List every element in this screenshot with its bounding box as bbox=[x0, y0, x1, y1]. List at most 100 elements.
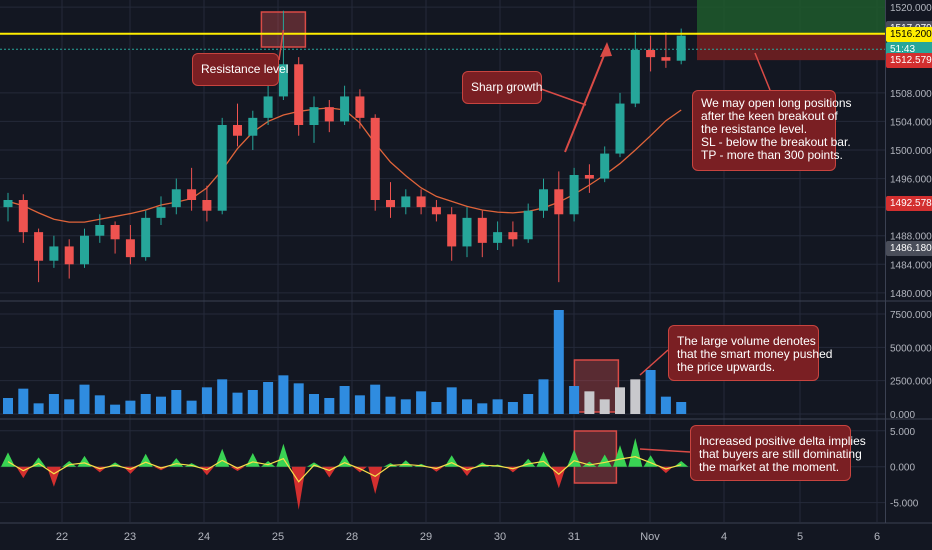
delta-bar bbox=[276, 443, 291, 467]
callout-line: TP - more than 300 points. bbox=[701, 148, 843, 162]
volume-bar bbox=[660, 396, 671, 414]
callout-long-positions: We may open long positions after the kee… bbox=[692, 90, 852, 171]
callout-line: Increased positive delta implies bbox=[699, 434, 866, 448]
y-tick-label: 1484.000 bbox=[890, 260, 932, 271]
candle-body bbox=[447, 214, 457, 247]
y-tick-label: 1500.000 bbox=[890, 146, 932, 157]
volume-bar bbox=[18, 388, 29, 414]
resistance-connector bbox=[278, 29, 285, 61]
volume-bar bbox=[232, 392, 243, 414]
x-tick-label: 5 bbox=[797, 531, 803, 543]
candle-body bbox=[171, 189, 181, 208]
x-tick-label: 22 bbox=[56, 531, 68, 543]
callout-line: Sharp growth bbox=[471, 80, 543, 94]
candle-body bbox=[646, 50, 656, 58]
y-tick-label: 5.000 bbox=[890, 427, 915, 438]
candle-body bbox=[156, 207, 166, 218]
long-position-zone bbox=[697, 0, 885, 61]
volume-bar bbox=[278, 375, 289, 414]
volume-bar bbox=[324, 398, 335, 414]
y-tick-label: 0.000 bbox=[890, 463, 915, 474]
delta-bar bbox=[628, 437, 643, 467]
volume-bar bbox=[94, 395, 105, 414]
candle-body bbox=[615, 103, 625, 154]
volume-bar bbox=[477, 403, 488, 414]
candle-body bbox=[233, 125, 242, 136]
candle-body bbox=[386, 200, 395, 208]
y-tick-label: 2500.000 bbox=[890, 377, 932, 388]
candle-body bbox=[95, 225, 105, 236]
delta-histogram bbox=[1, 437, 689, 510]
volume-bar bbox=[446, 387, 457, 414]
price-tag: 1516.200 bbox=[886, 26, 932, 42]
candle-body bbox=[554, 189, 564, 215]
candle-body bbox=[3, 200, 13, 208]
volume-bar bbox=[186, 400, 197, 414]
candle-body bbox=[80, 235, 89, 265]
highlight-volume-bars bbox=[573, 359, 620, 413]
volume-bar bbox=[615, 387, 625, 414]
volume-connector bbox=[639, 349, 669, 376]
volume-bar bbox=[416, 391, 427, 414]
volume-bar bbox=[171, 390, 182, 414]
callout-sharp-growth: Sharp growth bbox=[462, 71, 542, 104]
candle-body bbox=[340, 96, 350, 122]
delta-bar bbox=[536, 451, 551, 467]
callout-line: the price upwards. bbox=[677, 360, 776, 374]
callout-line: after the keen breakout of bbox=[701, 109, 838, 123]
callout-line: that the smart money pushed bbox=[677, 347, 833, 361]
y-tick-label: 7500.000 bbox=[890, 310, 932, 321]
x-tick-label: 29 bbox=[420, 531, 432, 543]
delta-bar bbox=[307, 462, 321, 467]
candle-body bbox=[187, 189, 197, 200]
candle-body bbox=[416, 196, 426, 208]
volume-bar bbox=[553, 310, 564, 414]
x-tick-label: 31 bbox=[568, 531, 580, 543]
candle-body bbox=[125, 239, 135, 258]
volume-bar bbox=[569, 386, 580, 414]
delta-bar bbox=[291, 466, 306, 510]
volume-bar bbox=[630, 379, 641, 414]
candle-body bbox=[661, 57, 671, 61]
volume-bar bbox=[431, 402, 442, 414]
price-tag: 1512.579 bbox=[886, 52, 932, 68]
y-tick-label: 1488.000 bbox=[890, 232, 932, 243]
candle-body bbox=[110, 225, 120, 240]
volume-bar bbox=[293, 383, 304, 414]
volume-bar bbox=[523, 394, 534, 414]
x-tick-label: 28 bbox=[346, 531, 358, 543]
candle-body bbox=[539, 189, 548, 211]
candle-body bbox=[49, 246, 59, 261]
candle-body bbox=[324, 107, 334, 122]
price-tag: 1492.578 bbox=[886, 195, 932, 211]
growth-arrowhead bbox=[600, 42, 612, 57]
volume-bar bbox=[462, 399, 472, 414]
volume-bar bbox=[140, 394, 151, 414]
candle-body bbox=[294, 64, 304, 125]
delta-bar bbox=[245, 453, 260, 467]
callout-line: The large volume denotes bbox=[677, 334, 816, 348]
volume-bar bbox=[263, 382, 274, 414]
candle-body bbox=[431, 207, 441, 215]
y-tick-label: 1508.000 bbox=[890, 89, 932, 100]
candle-body bbox=[630, 50, 640, 104]
volume-bar bbox=[217, 379, 228, 414]
volume-bar bbox=[354, 395, 365, 414]
delta-signal-line bbox=[7, 456, 682, 483]
candle-body bbox=[141, 217, 151, 258]
stop-loss-zone bbox=[697, 34, 885, 61]
take-profit-zone bbox=[697, 0, 885, 35]
callout-line: Resistance level bbox=[201, 62, 289, 76]
candle-body bbox=[584, 175, 594, 179]
volume-bar bbox=[385, 396, 396, 414]
volume-bar bbox=[247, 390, 258, 414]
callout-line: SL - below the breakout bar. bbox=[701, 135, 851, 149]
delta-bar bbox=[352, 466, 367, 473]
candle-body bbox=[370, 117, 380, 200]
callout-line: We may open long positions bbox=[701, 96, 852, 110]
volume-bar bbox=[400, 399, 411, 414]
volume-bar bbox=[538, 379, 549, 414]
candle-body bbox=[462, 217, 472, 247]
y-tick-label: 5000.000 bbox=[890, 343, 932, 354]
volume-bar bbox=[492, 399, 503, 414]
